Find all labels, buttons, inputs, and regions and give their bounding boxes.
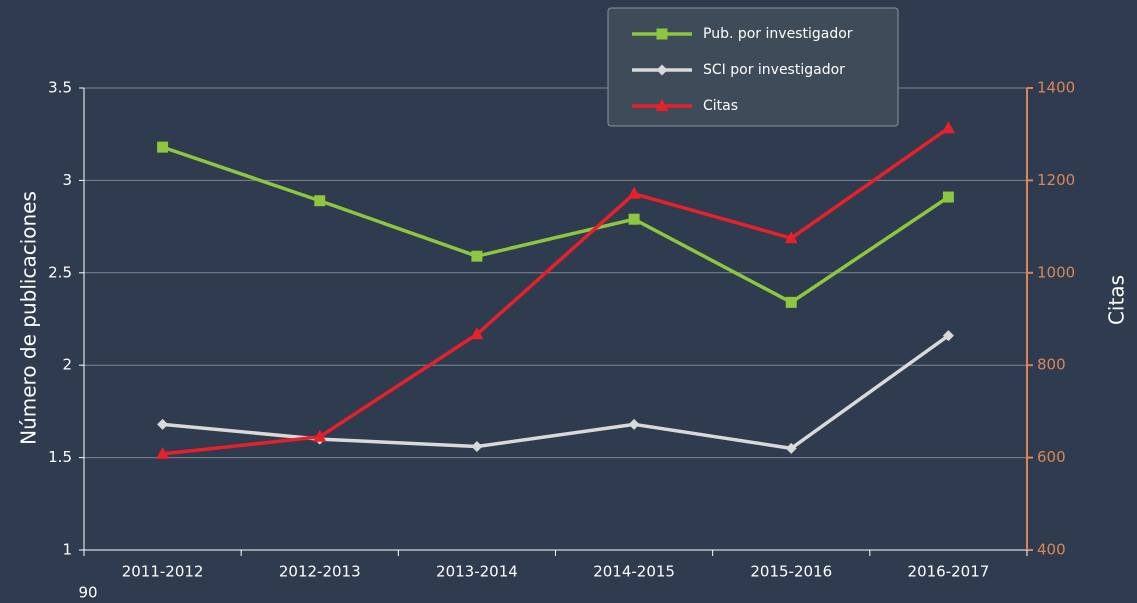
y2-tick-label: 1200 <box>1037 171 1075 189</box>
y2-tick-label: 800 <box>1037 356 1066 374</box>
point <box>627 186 641 199</box>
x-tick-label: 2015-2016 <box>750 563 832 581</box>
point <box>785 442 797 454</box>
y-tick-label: 2 <box>62 356 72 374</box>
point <box>471 250 483 262</box>
legend-label: Citas <box>703 98 738 114</box>
point <box>942 330 954 342</box>
y-axis-label: Número de publicaciones <box>17 191 41 445</box>
y-tick-label: 3 <box>62 171 72 189</box>
x-tick-label: 2016-2017 <box>908 563 990 581</box>
point <box>314 195 326 207</box>
series-line <box>162 126 950 456</box>
x-tick-label: 2013-2014 <box>436 563 518 581</box>
y2-tick-label: 1400 <box>1037 79 1075 97</box>
point <box>628 213 640 225</box>
y-tick-label: 2.5 <box>48 263 72 281</box>
point <box>470 327 484 340</box>
legend-label: Pub. por investigador <box>703 26 853 42</box>
point <box>628 418 640 430</box>
x-tick-label: 2012-2013 <box>279 563 361 581</box>
y2-tick-label: 1000 <box>1037 263 1075 281</box>
y-tick-label: 1.5 <box>48 448 72 466</box>
point <box>785 296 797 308</box>
y-tick-label: 1 <box>62 541 72 559</box>
page-number: 90 <box>78 584 97 602</box>
x-tick-label: 2014-2015 <box>593 563 675 581</box>
point <box>784 231 798 244</box>
point <box>157 418 169 430</box>
series-line <box>162 334 950 451</box>
y2-tick-label: 400 <box>1037 541 1066 559</box>
series-line <box>162 145 950 305</box>
legend-marker <box>656 28 668 40</box>
y2-tick-label: 600 <box>1037 448 1066 466</box>
point <box>941 121 955 134</box>
x-tick-label: 2011-2012 <box>122 563 204 581</box>
point <box>157 141 169 153</box>
legend-label: SCI por investigador <box>703 62 845 78</box>
point <box>471 441 483 453</box>
point <box>942 191 954 203</box>
legend-marker <box>656 64 668 76</box>
y2-axis-label: Citas <box>1105 275 1129 325</box>
legend-marker <box>655 99 669 111</box>
legend-box <box>607 7 899 127</box>
y-tick-label: 3.5 <box>48 79 72 97</box>
point <box>156 446 170 459</box>
point <box>313 429 327 442</box>
